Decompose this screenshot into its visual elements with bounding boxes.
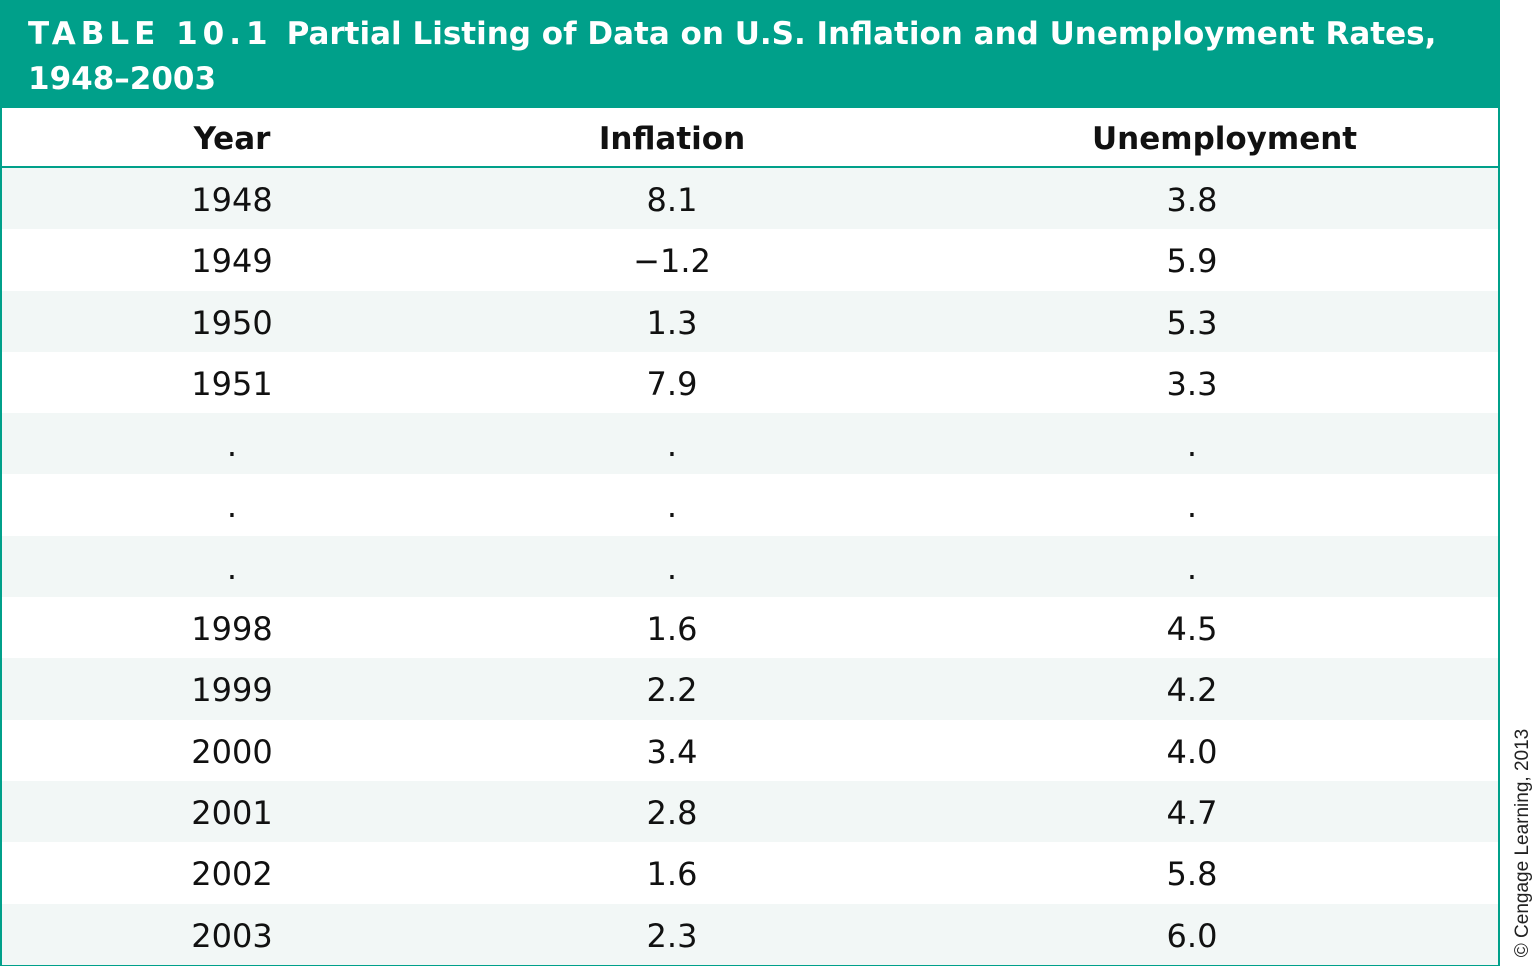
cell-unemployment: 4.7: [1166, 793, 1218, 832]
cell-year: 1999: [191, 671, 273, 710]
table-row: 2000 3.4 4.0: [2, 720, 1498, 781]
cell-unemployment: 5.3: [1166, 303, 1218, 342]
cell-unemployment: 5.8: [1166, 855, 1218, 894]
cell-unemployment: 6.0: [1166, 916, 1218, 955]
table-title-line-1: TABLE 10.1 Partial Listing of Data on U.S…: [28, 12, 1500, 57]
cell-inflation: .: [666, 426, 678, 465]
cell-unemployment: .: [1186, 548, 1198, 587]
table-title: Partial Listing of Data on U.S. Inflatio…: [286, 16, 1437, 52]
table-row: 2001 2.8 4.7: [2, 780, 1498, 843]
cell-year: 2001: [191, 793, 273, 832]
cell-inflation: 1.3: [646, 303, 698, 342]
cell-year: .: [226, 426, 238, 465]
cell-year: .: [226, 548, 238, 587]
table-row-ellipsis: . . .: [2, 474, 1498, 535]
column-header-inflation: Inflation: [598, 121, 746, 157]
cell-inflation: −1.2: [633, 242, 711, 281]
copyright-text: © Cengage Learning, 2013: [1512, 728, 1533, 958]
table-title-bar: TABLE 10.1 Partial Listing of Data on U.S…: [0, 0, 1500, 108]
table-title-line-2: 1948–2003: [28, 61, 217, 97]
table-row-ellipsis: . . .: [2, 413, 1498, 475]
cell-inflation: 1.6: [646, 610, 698, 649]
cell-inflation: 8.1: [646, 181, 698, 219]
copyright-notice: © Cengage Learning, 2013: [1503, 720, 1536, 966]
cell-unemployment: 3.3: [1166, 364, 1218, 403]
cell-unemployment: 4.2: [1166, 671, 1218, 710]
cell-inflation: 2.2: [646, 671, 698, 710]
table-body: 1948 8.1 3.8 1949 −1.2 5.9 1950 1.3 5.3 …: [2, 168, 1498, 965]
table-row-ellipsis: . . .: [2, 535, 1498, 598]
cell-year: 1948: [191, 181, 273, 219]
cell-unemployment: 4.0: [1166, 732, 1218, 771]
cell-inflation: 2.3: [646, 916, 698, 955]
data-table: TABLE 10.1 Partial Listing of Data on U.S…: [0, 0, 1500, 966]
table-row: 1951 7.9 3.3: [2, 352, 1498, 413]
cell-year: 1951: [191, 364, 273, 403]
cell-year: 1949: [191, 242, 273, 281]
cell-year: 1950: [191, 303, 273, 342]
cell-inflation: 1.6: [646, 855, 698, 894]
cell-unemployment: 5.9: [1166, 242, 1218, 281]
table-header-row: Year Inflation Unemployment: [2, 108, 1498, 168]
table-row: 2003 2.3 6.0: [2, 903, 1498, 965]
cell-year: 2000: [191, 732, 273, 771]
cell-year: 2003: [191, 916, 273, 955]
cell-inflation: 2.8: [646, 793, 698, 832]
column-header-year: Year: [193, 121, 271, 157]
cell-inflation: .: [666, 487, 678, 526]
table-row: 1948 8.1 3.8: [2, 168, 1498, 230]
table-row: 1998 1.6 4.5: [2, 597, 1498, 658]
table-row: 1949 −1.2 5.9: [2, 229, 1498, 290]
table-row: 1999 2.2 4.2: [2, 658, 1498, 720]
cell-unemployment: .: [1186, 487, 1198, 526]
cell-inflation: .: [666, 548, 678, 587]
table-label: TABLE 10.1: [28, 16, 273, 52]
cell-year: .: [226, 487, 238, 526]
cell-inflation: 3.4: [646, 732, 698, 771]
cell-unemployment: 3.8: [1166, 181, 1218, 219]
cell-unemployment: 4.5: [1166, 610, 1218, 649]
table-row: 2002 1.6 5.8: [2, 842, 1498, 903]
cell-inflation: 7.9: [646, 364, 698, 403]
table-row: 1950 1.3 5.3: [2, 290, 1498, 352]
cell-year: 1998: [191, 610, 273, 649]
cell-year: 2002: [191, 855, 273, 894]
column-header-unemployment: Unemployment: [1092, 121, 1358, 157]
cell-unemployment: .: [1186, 426, 1198, 465]
